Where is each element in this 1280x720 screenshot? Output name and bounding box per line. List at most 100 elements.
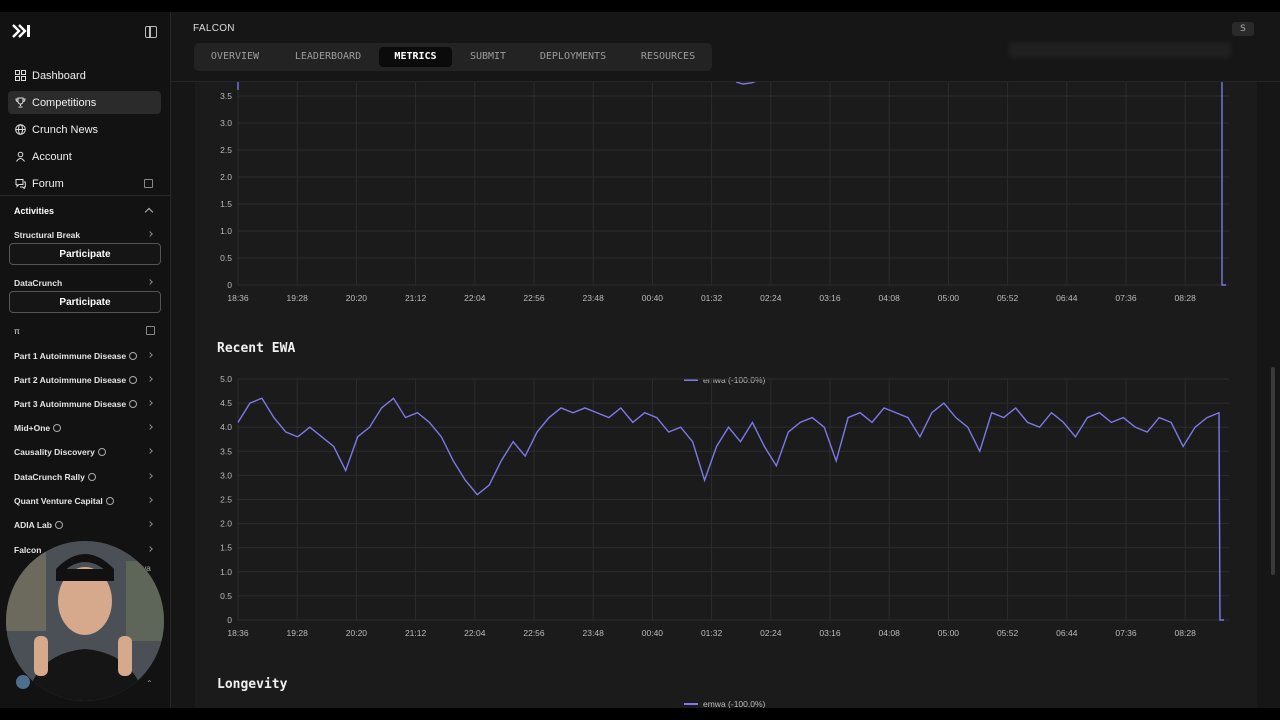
chart-title-longevity: Longevity [217, 677, 288, 692]
sidebar-item-forum[interactable]: Forum [8, 172, 161, 195]
info-icon[interactable] [54, 521, 63, 529]
sidebar-item-label: Forum [32, 177, 64, 190]
x-tick-label: 01:32 [701, 293, 723, 303]
y-tick-label: 2.0 [220, 172, 232, 182]
competition-label: Quant Venture Capital [14, 496, 103, 506]
forum-icon [15, 178, 26, 190]
sidebar-competition-adia-lab[interactable]: ADIA Lab [14, 520, 63, 530]
sidebar-competition-part-2-autoimmune-disease[interactable]: Part 2 Autoimmune Disease [14, 375, 138, 385]
activities-chevron-up-icon[interactable] [144, 207, 154, 217]
globe-icon [15, 124, 26, 135]
info-icon[interactable] [53, 424, 62, 432]
sidebar-competition-datacrunch-rally[interactable]: DataCrunch Rally [14, 472, 96, 482]
chevron-right-icon [147, 424, 153, 430]
sidebar-competition-causality-discovery[interactable]: Causality Discovery [14, 447, 106, 457]
x-tick-label: 05:52 [997, 293, 1019, 303]
settings-icon[interactable]: S [1232, 22, 1254, 36]
activity-pi[interactable]: π [14, 326, 20, 336]
y-tick-label: 3.0 [220, 118, 232, 128]
legend-label: emwa (-100.0%) [703, 375, 766, 385]
user-avatar[interactable] [16, 675, 30, 689]
chevron-right-icon [147, 448, 153, 454]
series-line-drop [1221, 82, 1226, 286]
tab-overview[interactable]: OVERVIEW [210, 51, 260, 62]
info-icon[interactable] [97, 448, 106, 456]
header-separator [171, 81, 1280, 82]
series-line-emwa [237, 397, 1224, 621]
chart-legend[interactable]: emwa (-100.0%) [684, 699, 766, 708]
participate-button-datacrunch[interactable]: Participate [9, 291, 161, 313]
y-tick-label: 2.0 [220, 519, 232, 529]
chart-recent-ewa: emwa (-100.0%) 0 0.5 1.0 1.5 2.0 2.5 3.0 3.5 4.0 4… [220, 374, 1229, 638]
chart-legend[interactable]: emwa (-100.0%) [684, 375, 766, 385]
x-tick-label: 01:32 [701, 628, 723, 638]
sidebar-competition-falcon[interactable]: Falcon [14, 545, 41, 555]
x-tick-label: 20:20 [346, 628, 368, 638]
tab-leaderboard[interactable]: LEADERBOARD [294, 51, 362, 62]
y-tick-label: 3.5 [220, 446, 232, 456]
y-tick-label: 1.5 [220, 199, 232, 209]
info-icon[interactable] [129, 352, 138, 360]
chevron-right-icon [147, 376, 153, 382]
sidebar-item-label: Dashboard [32, 69, 86, 82]
x-tick-label: 04:08 [879, 628, 901, 638]
x-tick-label: 22:56 [523, 293, 545, 303]
x-tick-label: 02:24 [760, 293, 782, 303]
scrollbar-thumb[interactable] [1271, 367, 1275, 575]
activity-datacrunch[interactable]: DataCrunch [14, 278, 63, 288]
sidebar-item-label: Crunch News [32, 123, 99, 136]
sidebar-competition-part-1-autoimmune-disease[interactable]: Part 1 Autoimmune Disease [14, 351, 138, 361]
x-tick-label: 20:20 [346, 293, 368, 303]
info-icon[interactable] [87, 473, 96, 481]
sidebar-collapse-icon[interactable] [145, 26, 157, 38]
sidebar-competition-part-3-autoimmune-disease[interactable]: Part 3 Autoimmune Disease [14, 399, 138, 409]
x-tick-label: 22:56 [523, 628, 545, 638]
competition-name: FALCON [193, 23, 235, 34]
y-tick-label: 3.5 [220, 91, 232, 101]
y-tick-label: 4.0 [220, 422, 232, 432]
sidebar-item-competitions[interactable]: Competitions [8, 91, 161, 114]
tab-submit[interactable]: SUBMIT [469, 51, 507, 62]
info-icon[interactable] [105, 497, 114, 505]
x-tick-label: 02:24 [760, 628, 782, 638]
y-tick-label: 3.0 [220, 470, 232, 480]
x-tick-label: 05:00 [938, 628, 960, 638]
tab-metrics[interactable]: METRICS [379, 47, 452, 67]
activity-structural-break[interactable]: Structural Break [14, 230, 81, 240]
tab-resources[interactable]: RESOURCES [640, 51, 696, 62]
sidebar-item-dashboard[interactable]: Dashboard [8, 64, 161, 87]
chart-title-recent-ewa: Recent EWA [217, 341, 296, 356]
participate-button-structural-break[interactable]: Participate [9, 243, 161, 265]
external-link-icon[interactable] [146, 326, 155, 335]
x-tick-label: 19:28 [287, 628, 309, 638]
x-tick-label: 19:28 [287, 293, 309, 303]
account-menu-chevron-icon[interactable]: ⌃ [146, 679, 153, 688]
y-tick-label: 1.5 [220, 543, 232, 553]
falcon-sub-item[interactable]: wa [140, 563, 151, 573]
chevron-right-icon [147, 231, 153, 237]
y-tick-label: 1.0 [220, 226, 232, 236]
tab-deployments[interactable]: DEPLOYMENTS [539, 51, 607, 62]
sidebar-item-crunch-news[interactable]: Crunch News [8, 118, 161, 141]
competition-label: Part 3 Autoimmune Disease [14, 399, 127, 409]
y-tick-label: 0.5 [220, 253, 232, 263]
sidebar-competition-mid-one[interactable]: Mid+One [14, 423, 62, 433]
competition-label: Mid+One [14, 423, 51, 433]
y-tick-label: 2.5 [220, 145, 232, 155]
chart-top: 0 0.5 1.0 1.5 2.0 2.5 3.0 3.5 18:36 19:28 20:20 21:… [220, 82, 1229, 303]
crunch-logo[interactable] [12, 24, 32, 42]
info-icon[interactable] [129, 400, 138, 408]
sidebar-item-account[interactable]: Account [8, 145, 161, 168]
chart-longevity: emwa (-100.0%) [684, 699, 766, 708]
y-tick-label: 0 [227, 615, 232, 625]
chevron-right-icon [147, 521, 153, 527]
chevron-right-icon [147, 279, 153, 285]
activities-title: Activities [14, 206, 55, 216]
info-icon[interactable] [129, 376, 138, 384]
x-tick-label: 18:36 [227, 628, 249, 638]
chevron-right-icon [147, 497, 153, 503]
x-tick-label: 06:44 [1056, 628, 1078, 638]
competition-label: ADIA Lab [14, 520, 52, 530]
sidebar-competition-quant-venture-capital[interactable]: Quant Venture Capital [14, 496, 114, 506]
x-tick-label: 23:48 [583, 293, 605, 303]
